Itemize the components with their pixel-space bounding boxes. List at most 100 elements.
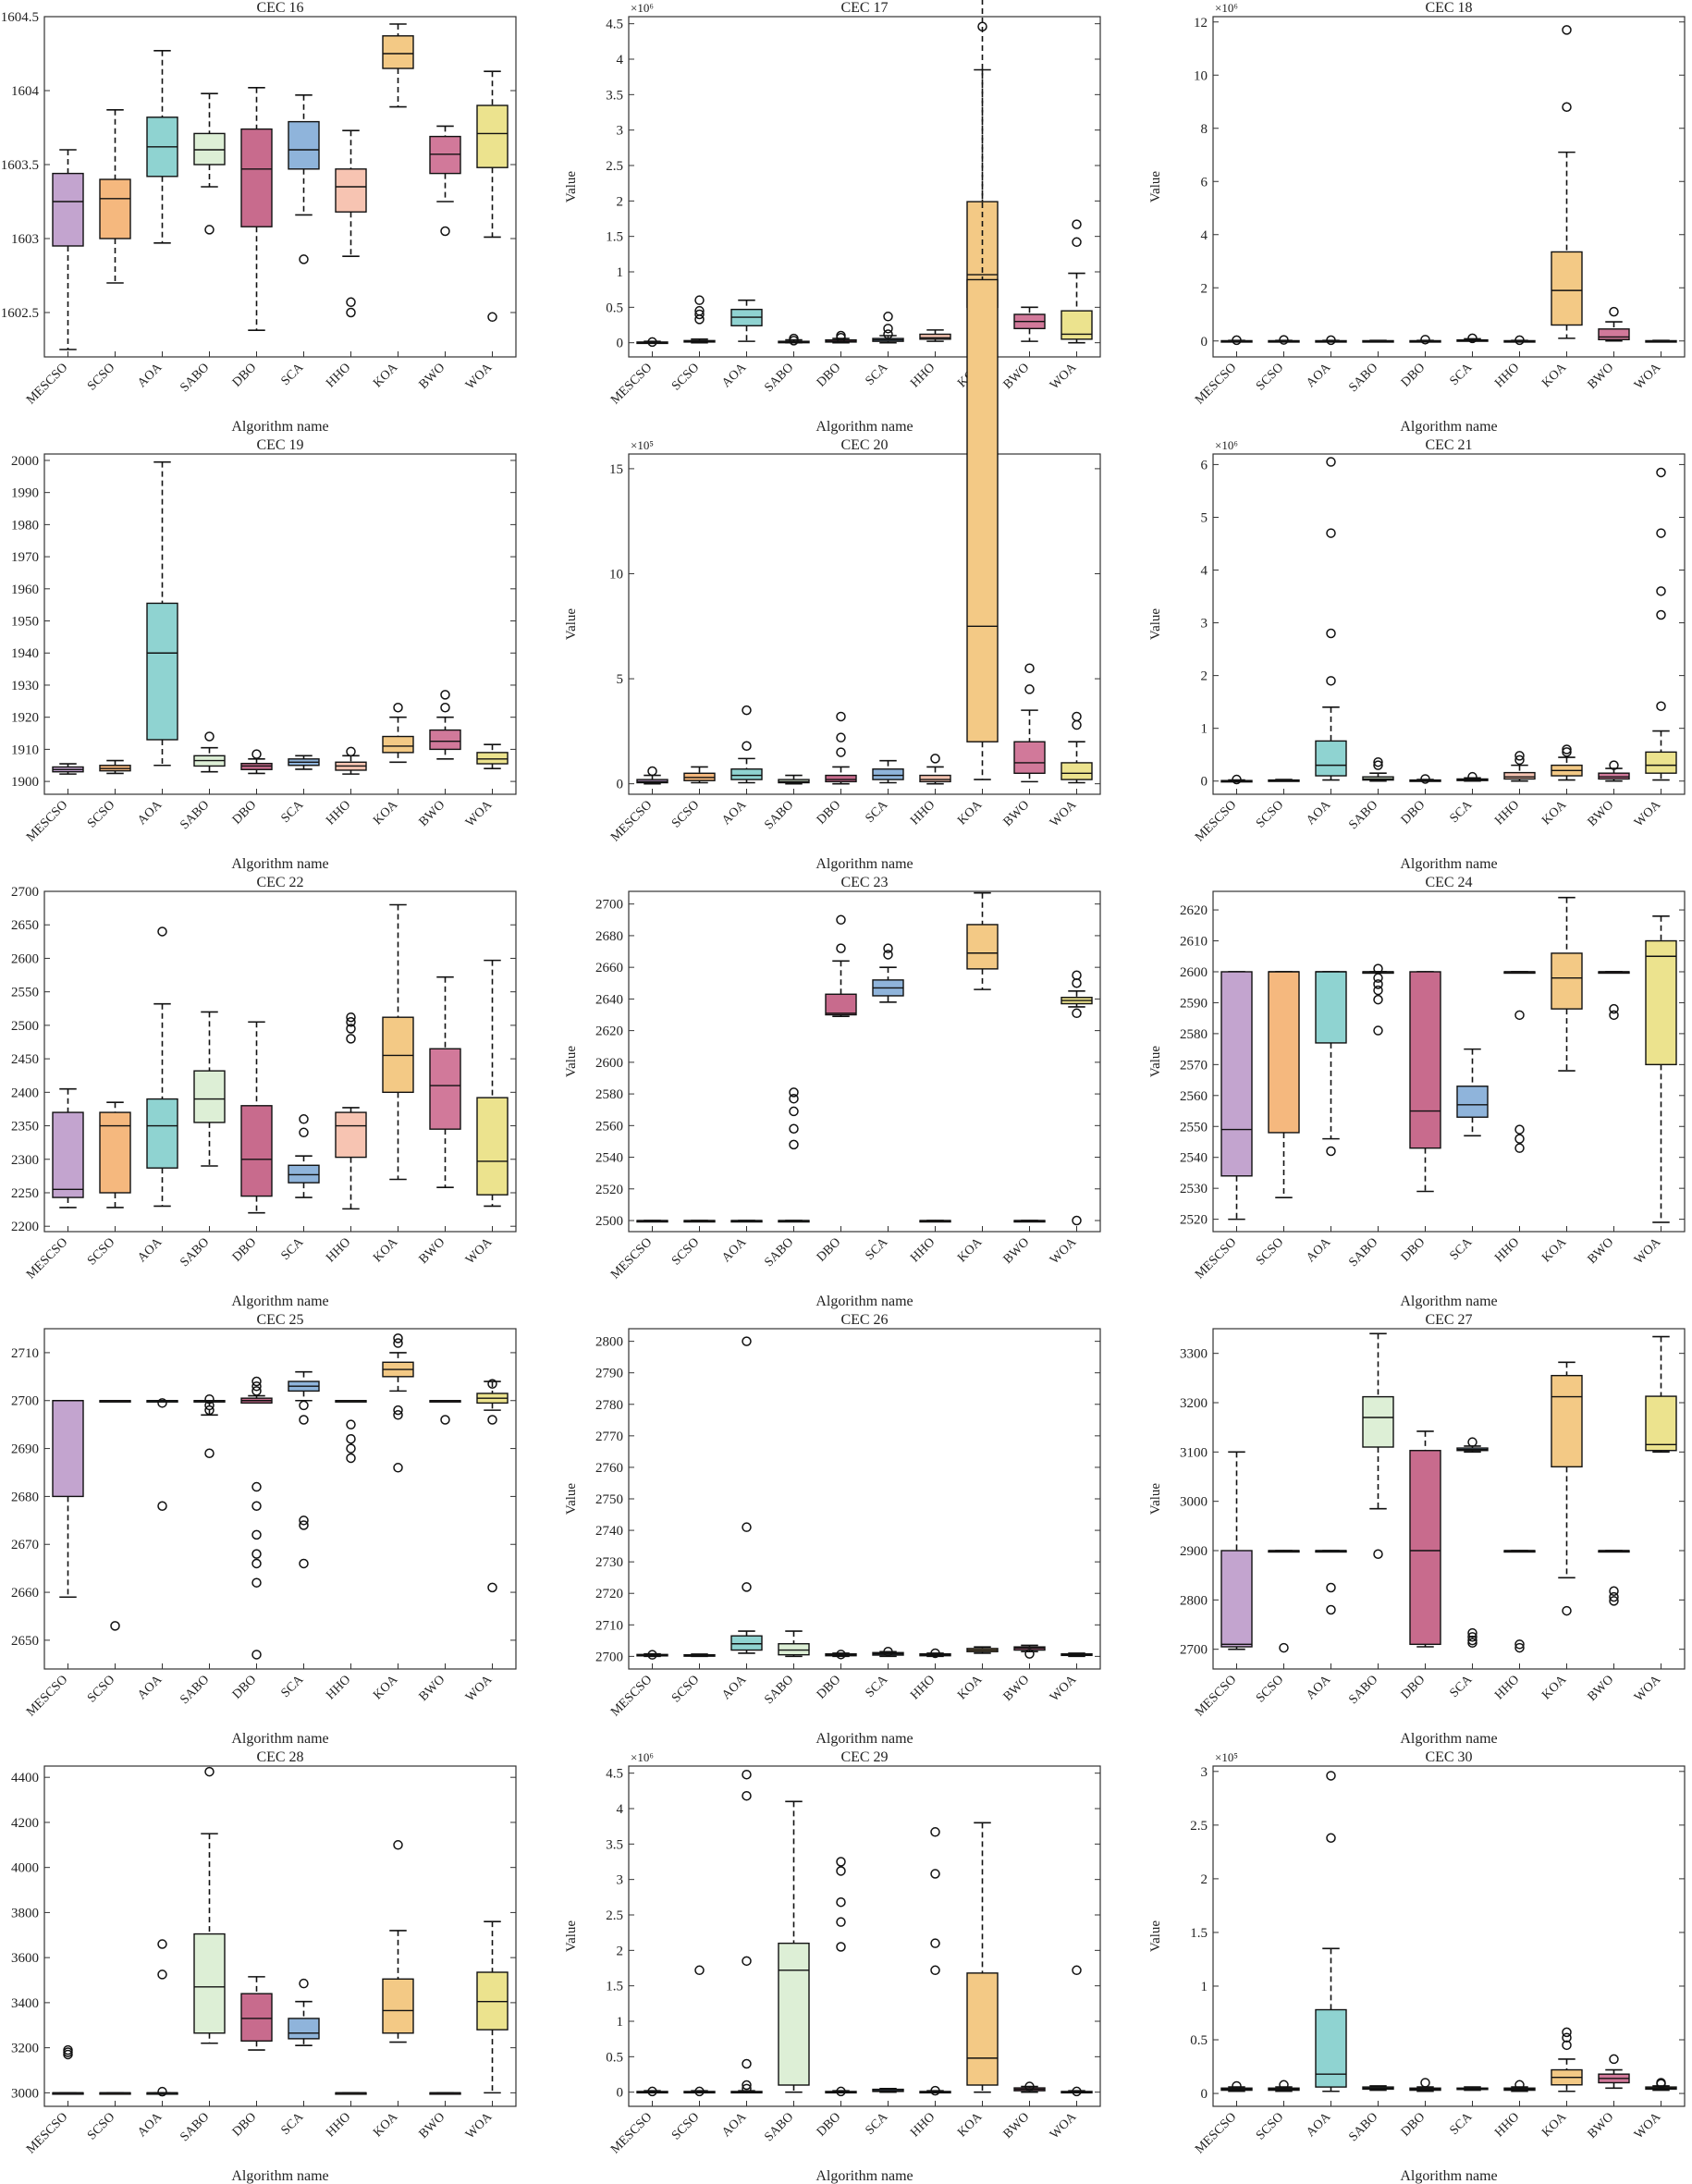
- box-body: [1456, 1086, 1489, 1118]
- outlier-point: [487, 312, 497, 323]
- outlier-point: [1656, 2078, 1666, 2088]
- x-axis-label: Algorithm name: [815, 856, 913, 872]
- x-tick-label: SCSO: [85, 361, 117, 393]
- box-scso: [1268, 335, 1300, 345]
- x-tick-label: BWO: [417, 361, 448, 392]
- x-tick-label: AOA: [135, 1235, 166, 1266]
- box-sabo: [778, 1630, 810, 1658]
- outlier-point: [346, 746, 356, 757]
- plot-frame: [1212, 890, 1686, 1233]
- box-woa: [1061, 970, 1093, 1226]
- box-mescso: [636, 1220, 668, 1223]
- y-tick-label: 4.5: [606, 1767, 623, 1782]
- box-body: [1315, 2008, 1347, 2088]
- outlier-point: [440, 703, 450, 713]
- box-body: [1061, 762, 1093, 780]
- box-aoa: [730, 1769, 763, 2094]
- x-axis-label: Algorithm name: [815, 2168, 913, 2184]
- box-koa: [966, 891, 999, 990]
- x-tick-label: BWO: [417, 798, 448, 829]
- outlier-point: [204, 731, 215, 742]
- box-scso: [99, 759, 131, 775]
- box-sca: [872, 2088, 904, 2093]
- outlier-point: [836, 711, 846, 722]
- outlier-point: [742, 1522, 752, 1532]
- x-axis-label: Algorithm name: [1400, 1294, 1497, 1309]
- outlier-point: [694, 1965, 705, 1976]
- y-tick-label: 2710: [595, 1618, 623, 1633]
- x-tick-label: SCSO: [669, 1673, 702, 1705]
- outlier-point: [157, 1939, 167, 1949]
- outlier-point: [1024, 663, 1035, 673]
- boxplot-panel: CEC 30 0 0.5 1 1.5 2 2.5 3 ×10⁵ Value MESCSO SCSO AO…: [1148, 1749, 1686, 2184]
- x-tick-label: HHO: [908, 798, 938, 828]
- x-tick-label: SCA: [1447, 1235, 1475, 1263]
- box-scso: [1268, 2080, 1300, 2092]
- plot-frame: [43, 1328, 517, 1670]
- outlier-point: [1326, 528, 1336, 538]
- x-tick-label: SCSO: [1254, 361, 1286, 393]
- y-tick-label: 2590: [1180, 996, 1208, 1011]
- outlier-point: [393, 1840, 403, 1850]
- box-mescso: [1220, 1451, 1253, 1650]
- y-tick-label: 0.5: [606, 2050, 623, 2065]
- box-sabo: [1362, 2085, 1394, 2092]
- y-exponent-label: ×10⁶: [1215, 438, 1238, 452]
- chart-title: CEC 22: [256, 875, 303, 890]
- boxplot-panel: CEC 19 1900 1910 1920 1930 1940 1950 1960 1970 19…: [11, 437, 517, 872]
- x-tick-label: DBO: [230, 361, 260, 390]
- x-tick-label: BWO: [1001, 2110, 1033, 2141]
- box-scso: [1268, 971, 1300, 1198]
- y-tick-label: 2200: [11, 1220, 39, 1234]
- box-body: [335, 1111, 367, 1159]
- y-tick-label: 2700: [595, 1650, 623, 1664]
- outlier-point: [742, 1956, 752, 1967]
- y-tick-label: 3200: [1180, 1396, 1208, 1411]
- y-tick-label: 3800: [11, 1906, 39, 1920]
- x-tick-label: MESCSO: [608, 798, 655, 844]
- x-tick-label: KOA: [371, 361, 401, 391]
- box-bwo: [1013, 1220, 1046, 1223]
- x-tick-label: HHO: [908, 361, 938, 390]
- x-tick-label: HHO: [908, 1673, 938, 1702]
- outlier-point: [647, 337, 657, 348]
- outlier-point: [1326, 628, 1336, 639]
- outlier-point: [1232, 774, 1242, 785]
- x-tick-label: SCSO: [669, 1235, 702, 1268]
- y-exponent-label: ×10⁵: [1215, 1750, 1238, 1764]
- x-tick-label: WOA: [463, 2110, 496, 2142]
- y-tick-label: 3: [617, 1873, 624, 1888]
- y-tick-label: 2540: [595, 1151, 623, 1166]
- box-koa: [382, 703, 414, 764]
- x-tick-label: KOA: [371, 798, 401, 828]
- y-tick-label: 3000: [1180, 1495, 1208, 1510]
- outlier-point: [346, 1453, 356, 1464]
- box-body: [1315, 971, 1347, 1044]
- box-body: [1061, 310, 1093, 340]
- box-hho: [335, 129, 367, 318]
- y-tick-label: 0: [1201, 335, 1208, 350]
- y-tick-label: 1990: [11, 486, 39, 501]
- x-tick-label: DBO: [815, 1235, 844, 1265]
- outlier-point: [1656, 467, 1666, 478]
- box-body: [99, 178, 131, 239]
- box-dbo: [240, 1976, 273, 2051]
- box-mescso: [52, 1399, 84, 1599]
- y-axis-label: Value: [564, 1483, 579, 1515]
- y-tick-label: 2500: [595, 1214, 623, 1229]
- y-axis-label: Value: [564, 1046, 579, 1077]
- x-tick-label: SCSO: [669, 2110, 702, 2142]
- y-tick-label: 2800: [595, 1335, 623, 1350]
- box-woa: [1645, 2078, 1677, 2092]
- x-tick-label: SCSO: [1254, 1673, 1286, 1705]
- outlier-point: [1326, 1582, 1336, 1593]
- outlier-point: [1562, 747, 1572, 757]
- x-tick-label: SABO: [178, 1673, 212, 1707]
- outlier-point: [742, 1790, 752, 1801]
- boxplot-panel: CEC 22 2200 2250 2300 2350 2400 2450 2500 2550 26…: [11, 875, 517, 1309]
- box-body: [52, 1111, 84, 1198]
- box-body: [429, 1048, 461, 1130]
- outlier-point: [1562, 2040, 1572, 2051]
- box-bwo: [1013, 1644, 1046, 1659]
- x-tick-label: MESCSO: [24, 361, 70, 407]
